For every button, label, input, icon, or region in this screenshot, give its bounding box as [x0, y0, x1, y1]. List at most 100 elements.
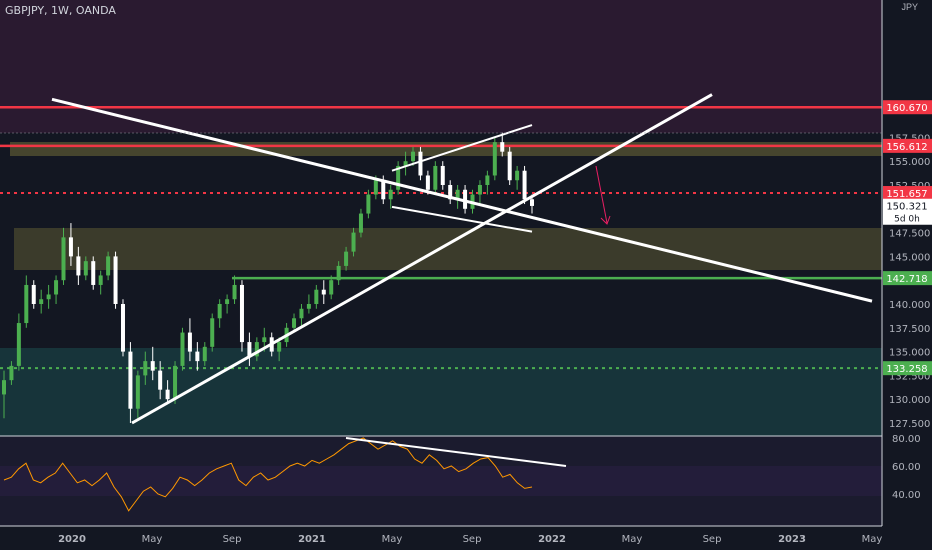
candle-body	[321, 289, 326, 295]
candle-body	[61, 237, 66, 281]
candle-body	[24, 284, 29, 324]
candle-body	[39, 299, 44, 304]
candle	[128, 342, 133, 423]
candle-body	[433, 165, 438, 190]
price-label: 156.612	[883, 138, 932, 153]
candle-body	[150, 361, 155, 371]
candle	[515, 165, 520, 190]
x-tick-label: Sep	[223, 534, 242, 545]
candle-body	[500, 142, 505, 152]
candle	[500, 132, 505, 157]
candle	[507, 146, 512, 185]
candle-body	[106, 256, 111, 276]
candle	[292, 313, 297, 333]
candle-body	[54, 280, 59, 295]
candle-body	[358, 213, 363, 233]
candle-body	[485, 175, 490, 185]
candle	[46, 284, 51, 309]
candle-body	[247, 342, 252, 357]
candle-body	[336, 265, 341, 281]
price-label-text: 151.657	[886, 189, 927, 200]
price-label-bg	[883, 271, 932, 286]
x-tick-label: May	[142, 534, 163, 545]
candle-body	[120, 304, 125, 352]
y-tick-label: 145.000	[889, 252, 930, 263]
candle	[83, 256, 88, 281]
candle-body	[16, 323, 21, 366]
candle-body	[180, 332, 185, 366]
candle-body	[128, 351, 133, 409]
y-tick-label: 130.000	[889, 395, 930, 406]
candle-body	[217, 304, 222, 319]
candle	[418, 146, 423, 181]
candle	[314, 284, 319, 309]
candle-body	[239, 284, 244, 343]
currency-label: JPY	[901, 2, 918, 12]
candle-body	[344, 251, 349, 266]
candle	[24, 275, 29, 328]
candle-body	[9, 365, 14, 381]
candle	[329, 275, 334, 300]
candle-body	[507, 151, 512, 181]
candle	[150, 346, 155, 381]
x-tick-label: 2021	[298, 534, 326, 545]
candle-body	[232, 284, 237, 300]
candle-body	[366, 194, 371, 214]
candle-body	[76, 256, 81, 276]
candle	[195, 342, 200, 371]
rsi-band	[0, 466, 882, 496]
candle	[306, 294, 311, 314]
candle-body	[165, 389, 170, 400]
price-label-text: 156.612	[886, 142, 927, 153]
candle	[232, 275, 237, 304]
price-label-bg	[883, 186, 932, 201]
candle	[54, 275, 59, 304]
x-tick-label: Sep	[463, 534, 482, 545]
x-tick-label: May	[382, 534, 403, 545]
candle-body	[299, 308, 304, 319]
arrow-drawing	[595, 165, 611, 225]
candle	[165, 380, 170, 404]
candle	[492, 137, 497, 181]
price-label-text: 150.321	[886, 202, 927, 213]
candle	[16, 313, 21, 371]
candle-body	[455, 189, 460, 200]
candle-body	[351, 232, 356, 252]
y-tick-label: 132.500	[889, 371, 930, 382]
candle-body	[425, 175, 430, 190]
candle	[217, 299, 222, 328]
candle-body	[187, 332, 192, 352]
price-label-bg	[883, 138, 932, 153]
candle	[31, 280, 36, 309]
candle	[135, 370, 140, 419]
x-tick-label: Sep	[703, 534, 722, 545]
zone-lower	[14, 228, 882, 270]
candle	[403, 151, 408, 176]
candle-body	[225, 299, 230, 304]
price-label-text: 160.670	[886, 103, 927, 114]
candle	[2, 370, 6, 419]
candle-body	[158, 370, 163, 390]
candle-body	[477, 185, 482, 195]
trendline-2	[391, 124, 533, 172]
y-tick-label: 140.000	[889, 300, 930, 311]
candle-body	[492, 142, 497, 176]
candle-body	[254, 342, 259, 357]
candles	[2, 132, 534, 423]
candle	[440, 161, 445, 190]
candle-body	[388, 189, 393, 200]
candle	[463, 185, 468, 214]
x-tick-label: 2023	[778, 534, 806, 545]
candle-body	[515, 170, 520, 181]
candle	[388, 185, 393, 209]
candle	[321, 280, 326, 304]
candle-body	[306, 304, 311, 309]
rsi-pane: 40.00 60.00 80.00	[3, 434, 921, 512]
candle-body	[418, 151, 423, 176]
price-label: 142.718	[883, 271, 932, 286]
candle	[113, 251, 118, 309]
candle	[247, 332, 252, 366]
candle-body	[440, 165, 445, 185]
candle-body	[202, 346, 207, 362]
